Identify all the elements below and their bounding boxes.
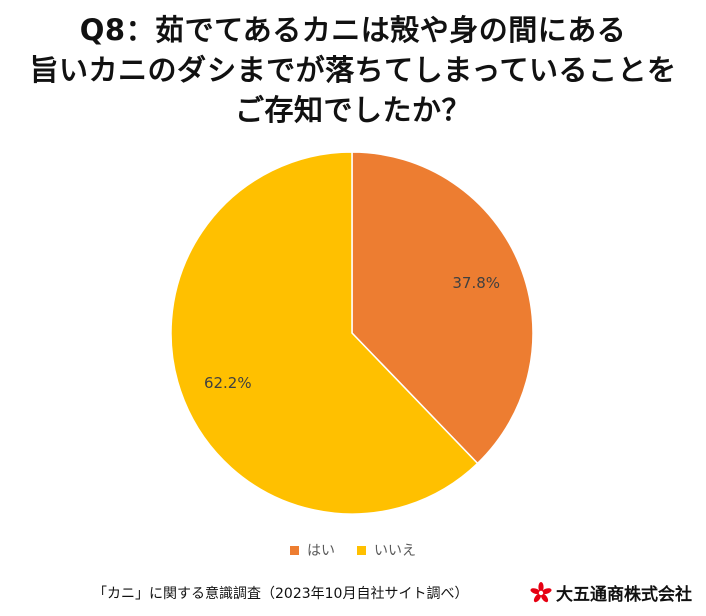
survey-source-note: 「カニ」に関する意識調査（2023年10月自社サイト調べ） xyxy=(93,586,469,602)
legend-label-yes: はい xyxy=(307,543,335,559)
company-name: 大五通商株式会社 xyxy=(556,585,692,605)
legend-label-no: いいえ xyxy=(374,543,416,559)
data-label-yes: 37.8% xyxy=(452,274,500,292)
data-label-no: 62.2% xyxy=(204,374,252,392)
legend-swatch-yes xyxy=(290,545,299,555)
chart-title-line-1: Q8：茹でてあるカニは殻や身の間にある xyxy=(79,13,627,47)
logo-petal xyxy=(541,587,552,594)
company-logo: 大五通商株式会社 xyxy=(530,580,692,605)
logo-petal xyxy=(538,581,544,592)
company-logo-icon xyxy=(530,581,552,602)
logo-petal xyxy=(540,593,549,602)
pie-slice-no xyxy=(170,151,479,515)
logo-center xyxy=(538,590,544,595)
chart-title-line-3: ご存知でしたか？ xyxy=(234,93,471,127)
pie-chart: 37.8% 62.2% xyxy=(170,151,534,515)
chart-title: Q8：茹でてあるカニは殻や身の間にある 旨いカニのダシまでが落ちてしまっているこ… xyxy=(0,10,706,130)
logo-petal xyxy=(533,593,542,602)
legend: はい いいえ xyxy=(0,540,706,560)
legend-item-yes: はい xyxy=(290,540,335,560)
legend-item-no: いいえ xyxy=(357,540,416,560)
legend-swatch-no xyxy=(357,545,366,555)
pie-slice-yes xyxy=(351,151,534,465)
chart-title-line-2: 旨いカニのダシまでが落ちてしまっていることを xyxy=(29,53,677,87)
logo-petal xyxy=(530,587,541,594)
